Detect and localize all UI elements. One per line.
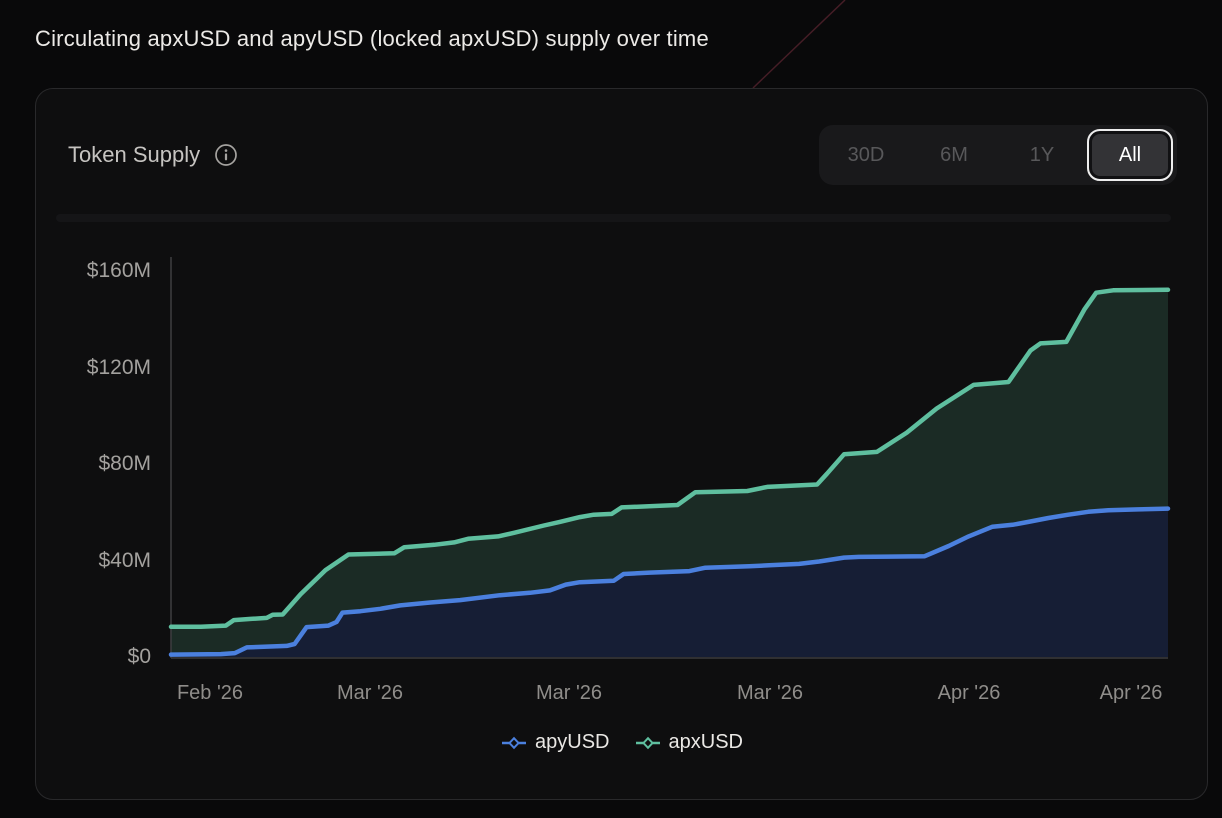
legend-label-apyusd: apyUSD bbox=[535, 731, 610, 753]
range-button-1y[interactable]: 1Y bbox=[999, 129, 1085, 181]
chart-legend: apyUSD apxUSD bbox=[36, 731, 1209, 754]
apxusd-area-fill bbox=[171, 289, 1168, 655]
apyusd-legend-marker-icon bbox=[502, 736, 527, 749]
x-tick-label: Mar '26 bbox=[336, 682, 404, 704]
legend-label-apxusd: apxUSD bbox=[668, 731, 743, 753]
supply-area-chart[interactable] bbox=[36, 229, 1209, 769]
chart-area: $160M $120M $80M $40M $0 Feb '26 Mar '26 Mar '… bbox=[36, 229, 1209, 769]
x-tick-label: Apr '26 bbox=[937, 682, 1001, 704]
y-tick-label: $0 bbox=[127, 645, 151, 668]
y-tick-label: $40M bbox=[98, 548, 151, 572]
header-divider bbox=[56, 214, 1171, 222]
x-tick-label: Mar '26 bbox=[535, 682, 603, 704]
token-supply-card: Token Supply 30D 6M 1Y All $160M $120M bbox=[35, 88, 1208, 800]
card-title: Token Supply bbox=[68, 142, 201, 167]
apyusd-line bbox=[168, 506, 1171, 657]
y-tick-label: $80M bbox=[98, 452, 151, 475]
range-button-all[interactable]: All bbox=[1087, 129, 1173, 181]
legend-item-apyusd[interactable]: apyUSD bbox=[502, 731, 610, 754]
apxusd-legend-marker-icon bbox=[635, 736, 660, 749]
y-tick-label: $160M bbox=[86, 259, 151, 282]
x-tick-label: Mar '26 bbox=[736, 682, 804, 704]
page-title: Circulating apxUSD and apyUSD (locked ap… bbox=[35, 26, 709, 51]
apxusd-line bbox=[168, 287, 1171, 630]
y-tick-label: $120M bbox=[86, 355, 151, 379]
apyusd-area-fill bbox=[171, 508, 1168, 657]
x-tick-label: Apr '26 bbox=[1099, 682, 1163, 704]
legend-item-apxusd[interactable]: apxUSD bbox=[635, 731, 743, 754]
card-header: Token Supply 30D 6M 1Y All bbox=[68, 125, 1177, 185]
card-title-group: Token Supply bbox=[68, 142, 238, 168]
info-circle-icon[interactable] bbox=[214, 143, 238, 167]
range-button-30d[interactable]: 30D bbox=[823, 129, 909, 181]
time-range-selector: 30D 6M 1Y All bbox=[819, 125, 1177, 185]
x-tick-label: Feb '26 bbox=[176, 682, 244, 704]
range-button-6m[interactable]: 6M bbox=[911, 129, 997, 181]
